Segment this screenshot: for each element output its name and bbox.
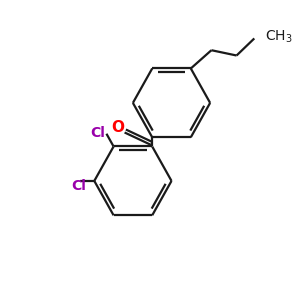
- Text: CH$_3$: CH$_3$: [265, 28, 293, 45]
- Text: Cl: Cl: [90, 126, 105, 140]
- Text: Cl: Cl: [71, 179, 86, 193]
- Text: O: O: [111, 120, 124, 135]
